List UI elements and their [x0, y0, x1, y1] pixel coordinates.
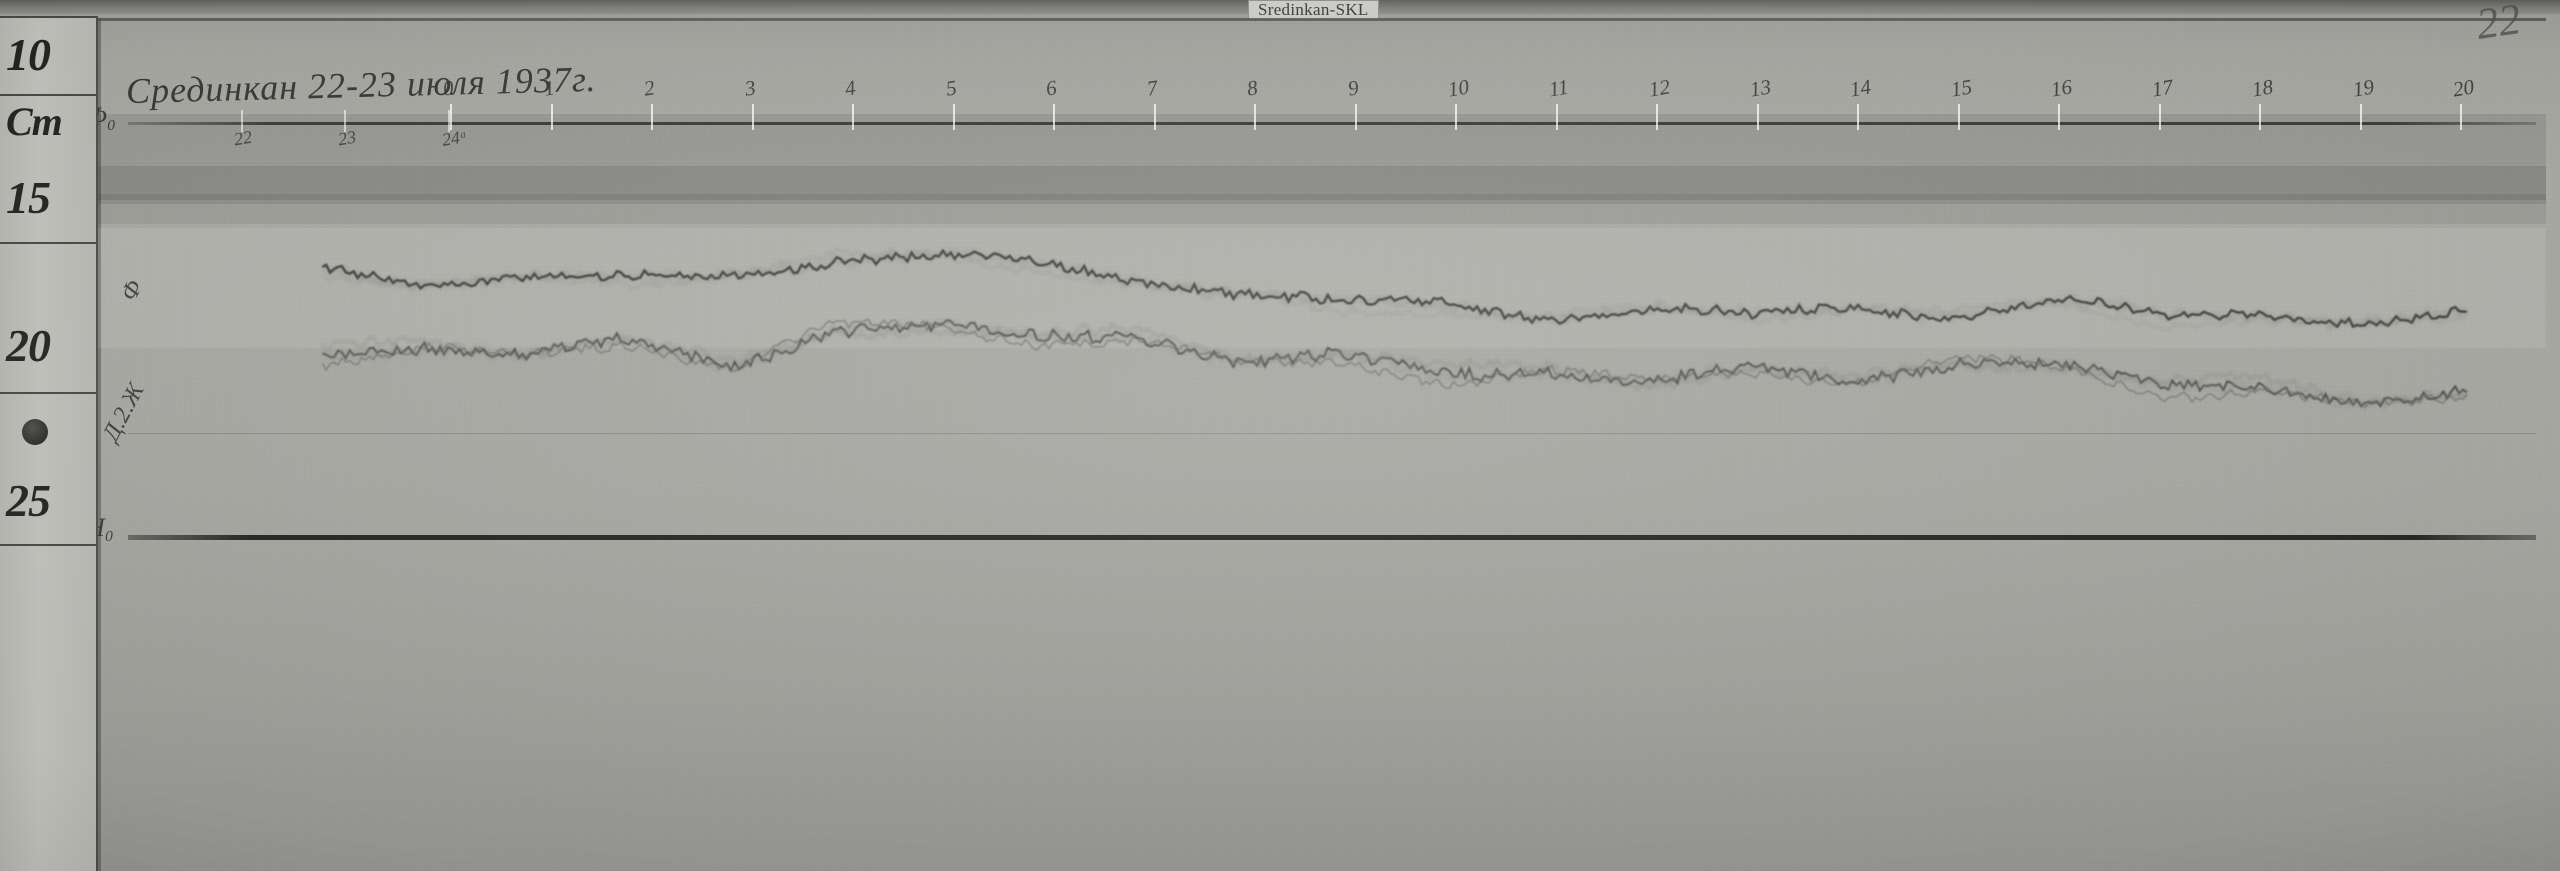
trace-upper-halo [320, 316, 2469, 413]
frame-left-border [98, 18, 101, 871]
trace-lower-halo [320, 246, 2469, 334]
chart-frame: Срединкан 22-23 июля 1937г. Ф₀ Н₀ Ф Д.2.… [98, 18, 2546, 871]
hour-tick-2 [651, 104, 653, 130]
ruler-tick-line [0, 544, 96, 546]
ruler-mark-20: 20 [6, 320, 51, 371]
ruler-tick-line [0, 392, 96, 394]
hour-tick-5 [952, 104, 955, 130]
hour-tick-6 [1053, 104, 1055, 130]
hour-tick-19 [2359, 104, 2362, 130]
hour-axis-baseline [128, 122, 2536, 125]
hour-tick-minor [448, 110, 450, 132]
hour-tick-10 [1455, 104, 1457, 130]
hour-tick-20 [2460, 104, 2462, 130]
faint-guide-rule [128, 433, 2536, 434]
ruler-mark-15: 15 [6, 172, 51, 223]
measurement-ruler: 10 Cm 15 20 25 [0, 16, 98, 871]
scan-label: Sredinkan-SKL [1248, 0, 1379, 20]
trace-lower-dzh [321, 248, 2467, 329]
hour-tick-minor [344, 110, 346, 132]
ruler-dot-marker [22, 419, 48, 445]
ruler-unit-label: Cm [6, 99, 63, 144]
ruler-tick-line [0, 94, 96, 96]
hour-tick-18 [2259, 104, 2261, 130]
baseline-symbol-phi: Ф₀ [98, 102, 116, 131]
hour-tick-17 [2158, 104, 2161, 130]
hour-tick-16 [2058, 104, 2060, 130]
emulsion-light-strip [98, 228, 2546, 348]
emulsion-band [98, 194, 2546, 224]
recording-traces [320, 246, 2469, 413]
hour-tick-13 [1756, 104, 1759, 130]
ruler-tick-line [0, 16, 96, 18]
hour-tick-7 [1153, 104, 1156, 130]
hour-tick-1 [550, 104, 553, 130]
ruler-mark-25: 25 [6, 475, 51, 526]
hour-tick-12 [1656, 104, 1658, 130]
lower-baseline-symbol-h: Н₀ [98, 513, 114, 542]
trace-faint-lower [321, 248, 2468, 332]
trace-mid [321, 318, 2468, 408]
ruler-mark-10: 10 [6, 29, 51, 80]
hour-tick-0 [450, 104, 452, 130]
hour-tick-15 [1957, 104, 1960, 130]
hour-tick-11 [1555, 104, 1558, 130]
hour-tick-minor [241, 110, 243, 132]
lower-baseline [128, 535, 2536, 540]
hour-tick-3 [751, 104, 754, 130]
hour-tick-9 [1354, 104, 1357, 130]
frame-top-border [98, 18, 2546, 21]
ruler-tick-line [0, 242, 96, 244]
hour-tick-14 [1857, 104, 1859, 130]
hour-tick-8 [1254, 104, 1256, 130]
hour-tick-4 [852, 104, 854, 130]
